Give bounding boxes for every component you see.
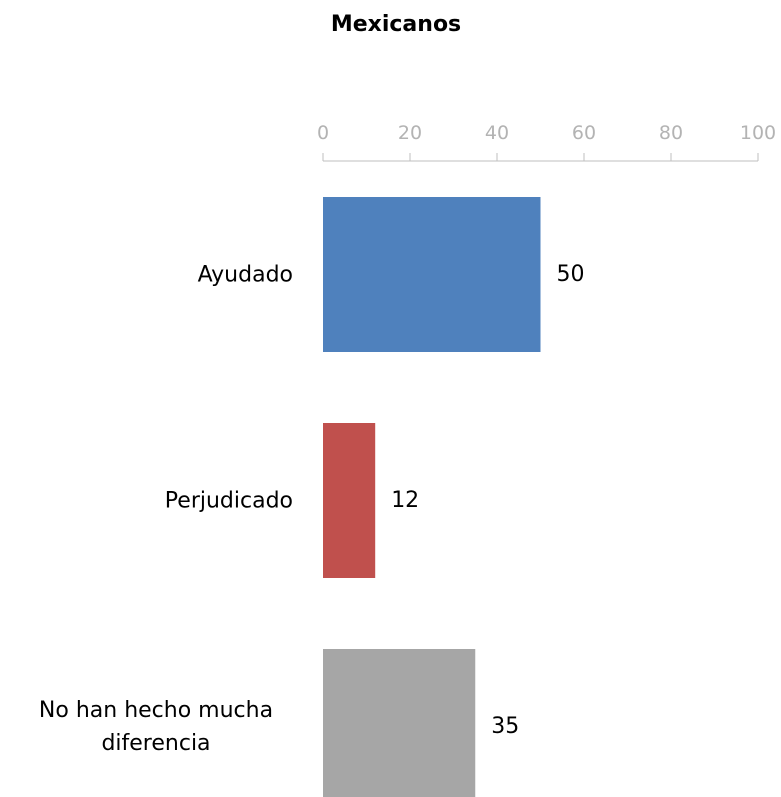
bar bbox=[323, 423, 376, 578]
x-axis: 0 20 40 60 80 100 bbox=[317, 122, 776, 162]
category-label-line: Perjudicado bbox=[165, 488, 293, 513]
x-tick-label: 20 bbox=[398, 122, 422, 144]
bar bbox=[323, 649, 476, 797]
data-label: 50 bbox=[557, 262, 585, 287]
category-label-line: No han hecho mucha bbox=[39, 698, 273, 723]
data-labels: 50 12 35 bbox=[391, 262, 584, 739]
x-tick-label: 40 bbox=[485, 122, 509, 144]
x-tick-label: 100 bbox=[740, 122, 776, 144]
x-tick-label: 80 bbox=[659, 122, 683, 144]
category-label: Perjudicado bbox=[165, 488, 293, 513]
x-tick-label: 60 bbox=[572, 122, 596, 144]
bars bbox=[323, 197, 541, 797]
category-labels: Ayudado Perjudicado No han hecho mucha dife… bbox=[39, 262, 293, 756]
bar bbox=[323, 197, 541, 352]
category-label-line: diferencia bbox=[101, 731, 210, 756]
x-tick-label: 0 bbox=[317, 122, 329, 144]
chart-title: Mexicanos bbox=[331, 12, 461, 37]
category-label: No han hecho mucha diferencia bbox=[39, 698, 273, 756]
category-label: Ayudado bbox=[198, 262, 293, 287]
data-label: 12 bbox=[391, 488, 419, 513]
category-label-line: Ayudado bbox=[198, 262, 293, 287]
data-label: 35 bbox=[491, 714, 519, 739]
